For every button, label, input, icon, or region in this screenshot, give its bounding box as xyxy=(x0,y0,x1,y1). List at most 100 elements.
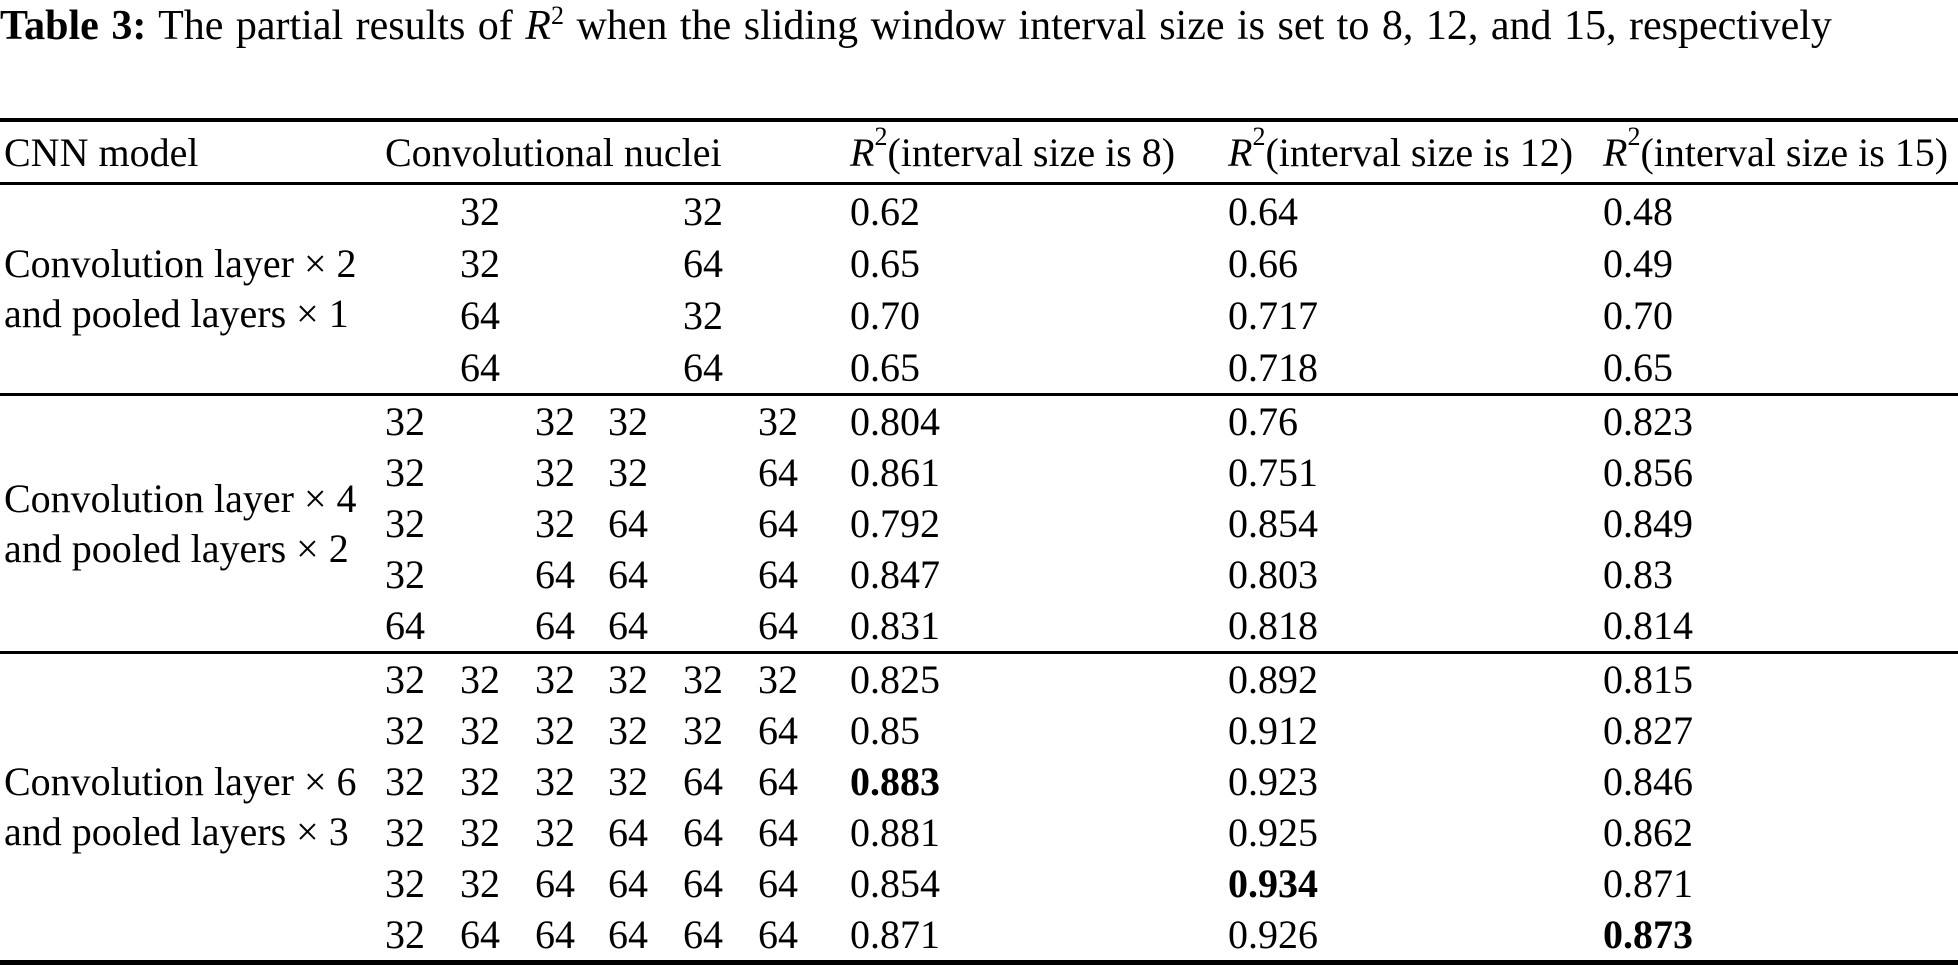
r2-value: 0.912 xyxy=(1228,708,1318,753)
nucleus-value: 32 xyxy=(683,708,723,753)
nucleus-value: 32 xyxy=(608,708,648,753)
nucleus-value: 32 xyxy=(385,657,425,702)
cnn-model-label-line: Convolution layer × 6 xyxy=(4,759,357,804)
nucleus-value: 32 xyxy=(683,188,723,234)
nucleus-value: 32 xyxy=(385,501,425,546)
nucleus-value: 32 xyxy=(608,450,648,495)
nucleus-value: 32 xyxy=(535,657,575,702)
r2-value: 0.48 xyxy=(1603,188,1673,234)
r2-value: 0.881 xyxy=(850,810,940,855)
nucleus-value: 32 xyxy=(460,657,500,702)
r2-value: 0.815 xyxy=(1603,657,1693,702)
r2-value: 0.70 xyxy=(850,292,920,338)
nucleus-value: 32 xyxy=(608,399,648,444)
nucleus-value: 64 xyxy=(758,450,798,495)
nucleus-value: 32 xyxy=(758,399,798,444)
nucleus-value: 32 xyxy=(385,759,425,804)
nucleus-value: 64 xyxy=(758,552,798,597)
nucleus-value: 64 xyxy=(758,810,798,855)
r-squared-symbol: R xyxy=(850,129,875,175)
r2-value: 0.62 xyxy=(850,188,920,234)
r2-value: 0.861 xyxy=(850,450,940,495)
nucleus-value: 32 xyxy=(385,450,425,495)
nucleus-value: 32 xyxy=(385,552,425,597)
nucleus-value: 64 xyxy=(535,861,575,906)
nucleus-value: 64 xyxy=(608,603,648,648)
r2-value: 0.65 xyxy=(850,240,920,286)
nucleus-value: 32 xyxy=(385,399,425,444)
nucleus-value: 64 xyxy=(758,759,798,804)
header-r2-interval-12-text: (interval size is 12) xyxy=(1265,129,1574,175)
r2-value: 0.792 xyxy=(850,501,940,546)
r2-value: 0.847 xyxy=(850,552,940,597)
r2-value: 0.926 xyxy=(1228,912,1318,957)
cnn-model-label-line: Convolution layer × 2 xyxy=(4,241,357,286)
r2-value: 0.934 xyxy=(1228,861,1318,906)
nucleus-value: 32 xyxy=(385,861,425,906)
r2-value: 0.76 xyxy=(1228,399,1298,444)
r2-value: 0.718 xyxy=(1228,344,1318,390)
group-separator-rule xyxy=(0,393,1958,396)
r2-value: 0.856 xyxy=(1603,450,1693,495)
r2-value: 0.818 xyxy=(1228,603,1318,648)
table-groups: Convolution layer × 2 and pooled layers ×… xyxy=(0,185,1958,960)
cnn-model-label-line: and pooled layers × 2 xyxy=(4,525,349,571)
nucleus-value: 64 xyxy=(683,912,723,957)
nucleus-value: 32 xyxy=(683,292,723,338)
nucleus-value: 32 xyxy=(460,810,500,855)
r2-value: 0.64 xyxy=(1228,188,1298,234)
r-squared-symbol: R2 xyxy=(525,1,564,50)
nucleus-value: 32 xyxy=(608,657,648,702)
r2-value: 0.65 xyxy=(1603,344,1673,390)
r2-value: 0.83 xyxy=(1603,552,1673,597)
r2-value: 0.846 xyxy=(1603,759,1693,804)
header-convolutional-nuclei: Convolutional nuclei xyxy=(385,129,722,175)
r2-value: 0.823 xyxy=(1603,399,1693,444)
r2-value: 0.803 xyxy=(1228,552,1318,597)
header-rule xyxy=(0,182,1958,185)
r-squared-symbol: R xyxy=(1228,129,1253,175)
r2-value: 0.883 xyxy=(850,759,940,804)
nucleus-value: 64 xyxy=(758,603,798,648)
r2-value: 0.825 xyxy=(850,657,940,702)
caption-label: Table 3: xyxy=(0,3,147,49)
nucleus-value: 64 xyxy=(385,603,425,648)
nucleus-value: 32 xyxy=(535,450,575,495)
r2-value: 0.831 xyxy=(850,603,940,648)
nucleus-value: 32 xyxy=(535,399,575,444)
r2-value: 0.923 xyxy=(1228,759,1318,804)
r-squared-symbol: R xyxy=(1603,129,1628,175)
nucleus-value: 32 xyxy=(460,240,500,286)
table-group-3: Convolution layer × 6 and pooled layers ×… xyxy=(0,654,1958,960)
nucleus-value: 64 xyxy=(758,861,798,906)
nucleus-value: 64 xyxy=(683,344,723,390)
nucleus-value: 64 xyxy=(608,810,648,855)
caption-text-after: when the sliding window interval size is… xyxy=(563,3,1832,49)
r2-value: 0.873 xyxy=(1603,912,1693,957)
r2-value: 0.871 xyxy=(1603,861,1693,906)
nucleus-value: 32 xyxy=(385,912,425,957)
r2-value: 0.827 xyxy=(1603,708,1693,753)
nucleus-value: 64 xyxy=(535,912,575,957)
header-r2-interval-15-text: (interval size is 15) xyxy=(1640,129,1949,175)
nucleus-value: 32 xyxy=(385,810,425,855)
r2-value: 0.814 xyxy=(1603,603,1693,648)
cnn-model-label-line: and pooled layers × 1 xyxy=(4,291,349,336)
table-rule-bottom xyxy=(0,960,1958,965)
cnn-model-label: Convolution layer × 2 and pooled layers ×… xyxy=(0,239,385,339)
nucleus-value: 32 xyxy=(460,759,500,804)
r2-value: 0.925 xyxy=(1228,810,1318,855)
nucleus-value: 64 xyxy=(608,501,648,546)
r2-value: 0.66 xyxy=(1228,240,1298,286)
nucleus-value: 64 xyxy=(460,344,500,390)
nucleus-value: 64 xyxy=(460,912,500,957)
nucleus-value: 32 xyxy=(460,861,500,906)
cnn-model-label: Convolution layer × 4 and pooled layers ×… xyxy=(0,474,385,574)
caption-r-exponent: 2 xyxy=(550,1,564,30)
r2-value: 0.862 xyxy=(1603,810,1693,855)
r2-value: 0.49 xyxy=(1603,240,1673,286)
